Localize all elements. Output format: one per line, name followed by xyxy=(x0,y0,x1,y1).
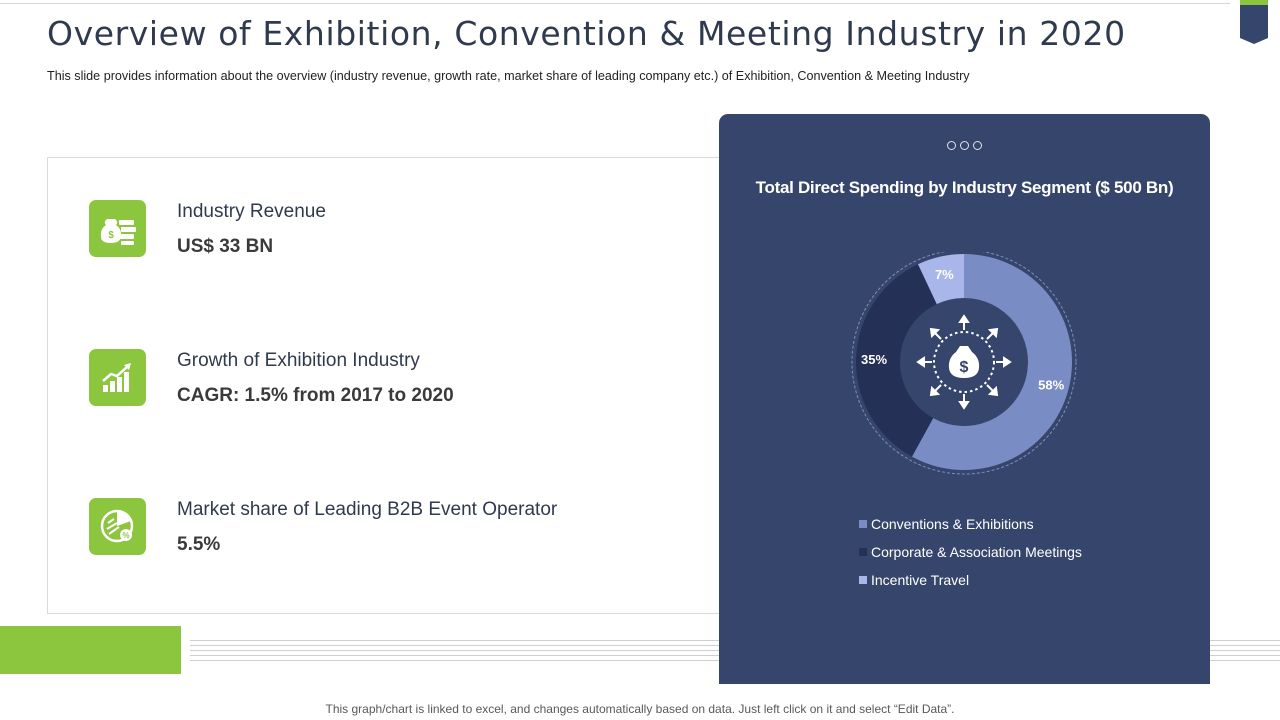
money-bag-cash-icon: $ xyxy=(89,200,146,257)
footer-note: This graph/chart is linked to excel, and… xyxy=(325,702,955,716)
green-accent-bar xyxy=(0,626,181,674)
page-title: Overview of Exhibition, Convention & Mee… xyxy=(47,14,1126,53)
donut-slice[interactable] xyxy=(856,264,937,457)
legend-item: Conventions & Exhibitions xyxy=(859,516,1082,544)
chart-legend: Conventions & Exhibitions Corporate & Ass… xyxy=(859,516,1082,600)
svg-text:$: $ xyxy=(108,230,114,241)
donut-slice[interactable] xyxy=(918,254,964,305)
metric-market-share: % Market share of Leading B2B Event Oper… xyxy=(48,456,738,555)
metric-value: CAGR: 1.5% from 2017 to 2020 xyxy=(177,385,454,406)
growth-bar-chart-icon xyxy=(89,349,146,406)
legend-label: Conventions & Exhibitions xyxy=(871,516,1034,532)
metric-label: Growth of Exhibition Industry xyxy=(177,350,420,371)
chart-title: Total Direct Spending by Industry Segmen… xyxy=(755,178,1174,197)
legend-label: Incentive Travel xyxy=(871,572,970,588)
legend-swatch xyxy=(859,576,867,584)
metric-label: Industry Revenue xyxy=(177,201,326,222)
svg-text:$: $ xyxy=(960,359,969,376)
legend-label: Corporate & Association Meetings xyxy=(871,544,1082,560)
legend-item: Corporate & Association Meetings xyxy=(859,544,1082,572)
svg-text:%: % xyxy=(122,531,129,540)
top-divider-line xyxy=(0,3,1230,4)
bookmark-ribbon-icon xyxy=(1240,0,1268,44)
legend-item: Incentive Travel xyxy=(859,572,1082,600)
donut-chart[interactable]: 58% 35% 7% $ xyxy=(849,252,1079,482)
legend-swatch xyxy=(859,520,867,528)
pie-chart-percent-icon: % xyxy=(89,498,146,555)
more-options-icon[interactable] xyxy=(947,137,987,150)
donut-slice[interactable] xyxy=(911,254,1072,470)
metric-label: Market share of Leading B2B Event Operat… xyxy=(177,499,558,520)
metric-value: US$ 33 BN xyxy=(177,236,274,257)
page-subtitle: This slide provides information about th… xyxy=(47,69,970,83)
metric-value: 5.5% xyxy=(177,534,221,555)
money-bag-arrows-icon: $ xyxy=(916,314,1012,410)
metrics-panel: $ Industry Revenue US$ 33 BN Growth of E… xyxy=(47,157,737,614)
chart-card[interactable]: Total Direct Spending by Industry Segmen… xyxy=(719,114,1210,684)
donut-data-label: 58% xyxy=(1038,377,1064,392)
metric-industry-revenue: $ Industry Revenue US$ 33 BN xyxy=(48,158,738,257)
donut-data-label: 35% xyxy=(861,352,887,367)
donut-data-label: 7% xyxy=(935,267,954,282)
metric-growth: Growth of Exhibition Industry CAGR: 1.5%… xyxy=(48,307,738,406)
legend-swatch xyxy=(859,548,867,556)
donut-outer-ring xyxy=(851,252,1077,475)
